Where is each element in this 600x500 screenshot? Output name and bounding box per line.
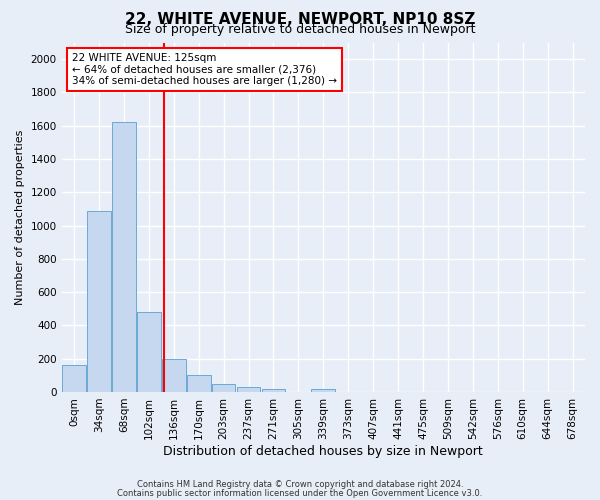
Y-axis label: Number of detached properties: Number of detached properties: [15, 130, 25, 305]
Bar: [62, 364, 86, 392]
Bar: [137, 312, 161, 392]
Bar: [112, 122, 136, 392]
X-axis label: Distribution of detached houses by size in Newport: Distribution of detached houses by size …: [163, 444, 483, 458]
Bar: [212, 384, 235, 392]
Text: Contains public sector information licensed under the Open Government Licence v3: Contains public sector information licen…: [118, 489, 482, 498]
Bar: [87, 212, 111, 392]
Bar: [311, 388, 335, 392]
Bar: [162, 358, 185, 392]
Text: Contains HM Land Registry data © Crown copyright and database right 2024.: Contains HM Land Registry data © Crown c…: [137, 480, 463, 489]
Text: Size of property relative to detached houses in Newport: Size of property relative to detached ho…: [125, 22, 475, 36]
Bar: [187, 376, 211, 392]
Text: 22 WHITE AVENUE: 125sqm
← 64% of detached houses are smaller (2,376)
34% of semi: 22 WHITE AVENUE: 125sqm ← 64% of detache…: [72, 53, 337, 86]
Bar: [237, 387, 260, 392]
Text: 22, WHITE AVENUE, NEWPORT, NP10 8SZ: 22, WHITE AVENUE, NEWPORT, NP10 8SZ: [125, 12, 475, 26]
Bar: [262, 388, 286, 392]
